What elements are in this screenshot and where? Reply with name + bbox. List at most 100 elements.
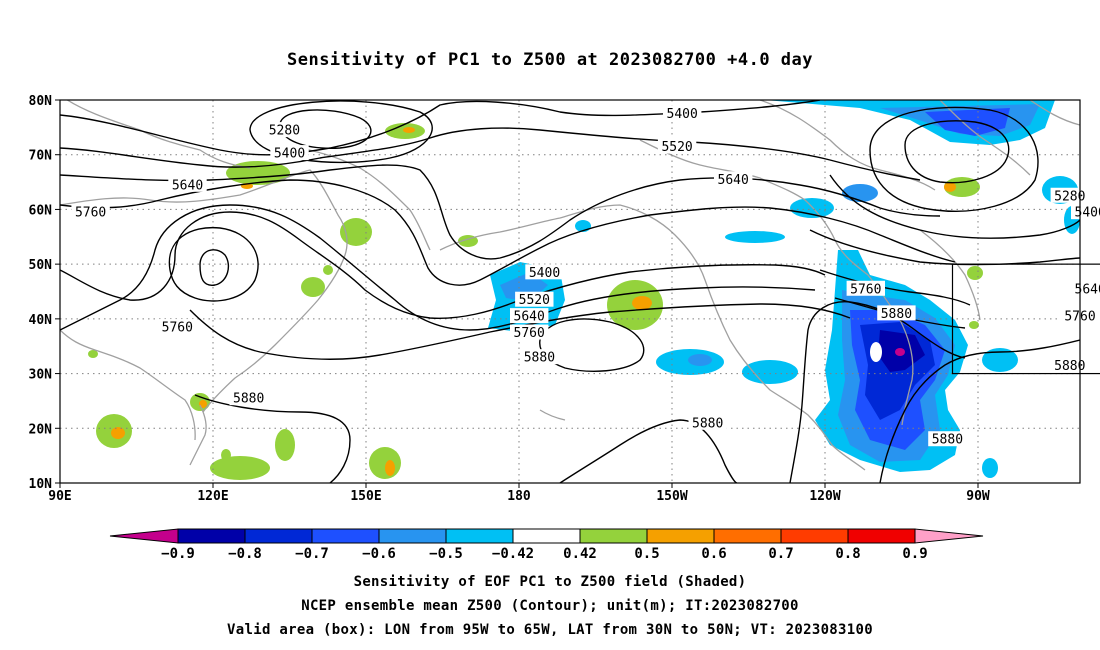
lon-tick-label: 150W: [656, 489, 687, 504]
negative-sensitivity-area: [725, 231, 785, 243]
positive-sensitivity-area: [301, 277, 325, 297]
negative-sensitivity-core: [688, 354, 712, 366]
positive-sensitivity-core: [111, 427, 125, 439]
positive-sensitivity-area: [369, 447, 401, 479]
gridlines: [60, 100, 1080, 483]
lat-tick-label: 20N: [29, 422, 53, 437]
coastline: [60, 329, 196, 441]
colorbar-label: −0.6: [362, 546, 396, 562]
z500-contour-line: [60, 211, 826, 320]
negative-sensitivity-area: [842, 184, 878, 202]
contour-label: 5880: [932, 433, 963, 448]
colorbar-swatch: [445, 528, 514, 544]
contour-label: 5640: [1075, 282, 1100, 297]
negative-sensitivity-area: [742, 360, 798, 384]
colorbar: −0.9 −0.8 −0.7 −0.6 −0.5 −0.42 0.42 0.5 0.6 0.7 0.…: [109, 528, 984, 562]
positive-sensitivity-area: [967, 266, 983, 280]
contour-label: 5400: [529, 266, 560, 281]
valid-area-box: [951, 263, 1100, 375]
contour-label-bg: [1071, 204, 1100, 220]
contour-label: 5520: [661, 140, 692, 155]
sensitivity-shading: [88, 100, 1080, 480]
contour-label-bg: [657, 138, 697, 154]
positive-sensitivity-area: [969, 321, 979, 329]
contour-label: 5880: [524, 351, 555, 366]
z500-contour-line: [194, 394, 351, 483]
contour-label: 5520: [519, 293, 550, 308]
z500-contour-line: [60, 204, 816, 331]
lat-tick-label: 70N: [29, 149, 53, 164]
contour-label-bg: [663, 105, 702, 121]
colorbar-label: 0.7: [768, 546, 793, 562]
z500-contour-line: [279, 109, 372, 149]
contour-label-bg: [1071, 280, 1100, 296]
z500-contour-line: [869, 106, 1039, 212]
contour-label-bg: [158, 319, 197, 335]
coastline: [189, 404, 207, 466]
positive-sensitivity-area: [944, 177, 980, 197]
lon-tick-label: 180: [507, 489, 531, 504]
colorbar-label: −0.5: [429, 546, 463, 562]
contour-label-bg: [515, 291, 554, 307]
positive-sensitivity-area: [210, 456, 270, 480]
lat-tick-label: 60N: [29, 203, 53, 218]
positive-sensitivity-area: [275, 429, 295, 461]
coastline: [539, 409, 566, 421]
z500-contour-line: [879, 339, 1080, 483]
negative-sensitivity-core: [925, 108, 1010, 136]
lat-tick-label: 40N: [29, 313, 53, 328]
coastline: [66, 100, 251, 169]
contour-label: 5400: [1075, 206, 1100, 221]
z500-contour-line: [60, 179, 956, 286]
z500-contours: [60, 100, 1080, 483]
contour-label: 5880: [692, 416, 723, 431]
negative-sensitivity-area: [982, 458, 998, 478]
strongest-negative-sensitivity: [895, 348, 905, 356]
footer-line-1: Sensitivity of EOF PC1 to Z500 field (Sh…: [353, 574, 747, 590]
footer-line-3: Valid area (box): LON from 95W to 65W, L…: [227, 622, 873, 638]
coastline: [439, 204, 866, 471]
map-axes: 90E120E150E180150W120W90W60W80N70N60N50N…: [29, 94, 990, 504]
map-title: Sensitivity of PC1 to Z500 at 2023082700…: [286, 50, 813, 70]
colorbar-label: 0.8: [835, 546, 860, 562]
contour-label-bg: [270, 145, 309, 161]
lat-tick-label: 80N: [29, 94, 53, 109]
contour-label: 5400: [667, 107, 698, 122]
lon-tick-label: 90W: [966, 489, 990, 504]
contour-label: 5880: [1054, 359, 1085, 374]
contour-label: 5280: [269, 124, 300, 139]
colorbar-swatch: [780, 528, 849, 544]
z500-contour-line: [60, 100, 821, 156]
contour-label-bg: [510, 308, 549, 324]
colorbar-swatch: [378, 528, 447, 544]
colorbar-max-arrow: [914, 528, 984, 544]
colorbar-swatch: [512, 528, 581, 544]
lon-tick-label: 120W: [809, 489, 840, 504]
positive-sensitivity-core: [632, 296, 652, 310]
lon-tick-label: 120E: [197, 489, 228, 504]
colorbar-label: 0.42: [563, 546, 597, 562]
coastline: [919, 229, 981, 321]
coastline: [1029, 100, 1080, 126]
contour-label: 5880: [233, 392, 264, 407]
near-zero-sensitivity: [870, 342, 882, 362]
lon-tick-label: 150E: [350, 489, 381, 504]
contour-label: 5760: [75, 206, 106, 221]
colorbar-label: −0.8: [228, 546, 262, 562]
colorbar-swatch: [244, 528, 313, 544]
colorbar-swatch: [579, 528, 648, 544]
contour-label: 5760: [162, 321, 193, 336]
coastline: [939, 100, 1031, 176]
z500-contour-line: [168, 226, 259, 302]
contour-label-bg: [168, 176, 207, 192]
contour-label-bg: [846, 280, 885, 296]
contour-label: 5400: [274, 147, 305, 162]
coastline: [60, 169, 348, 413]
z500-contour-line: [60, 127, 921, 181]
footer-line-2: NCEP ensemble mean Z500 (Contour); unit(…: [301, 598, 799, 614]
positive-sensitivity-area: [88, 350, 98, 358]
colorbar-label: 0.5: [634, 546, 659, 562]
colorbar-label: 0.9: [902, 546, 927, 562]
z500-contour-line: [559, 419, 738, 483]
